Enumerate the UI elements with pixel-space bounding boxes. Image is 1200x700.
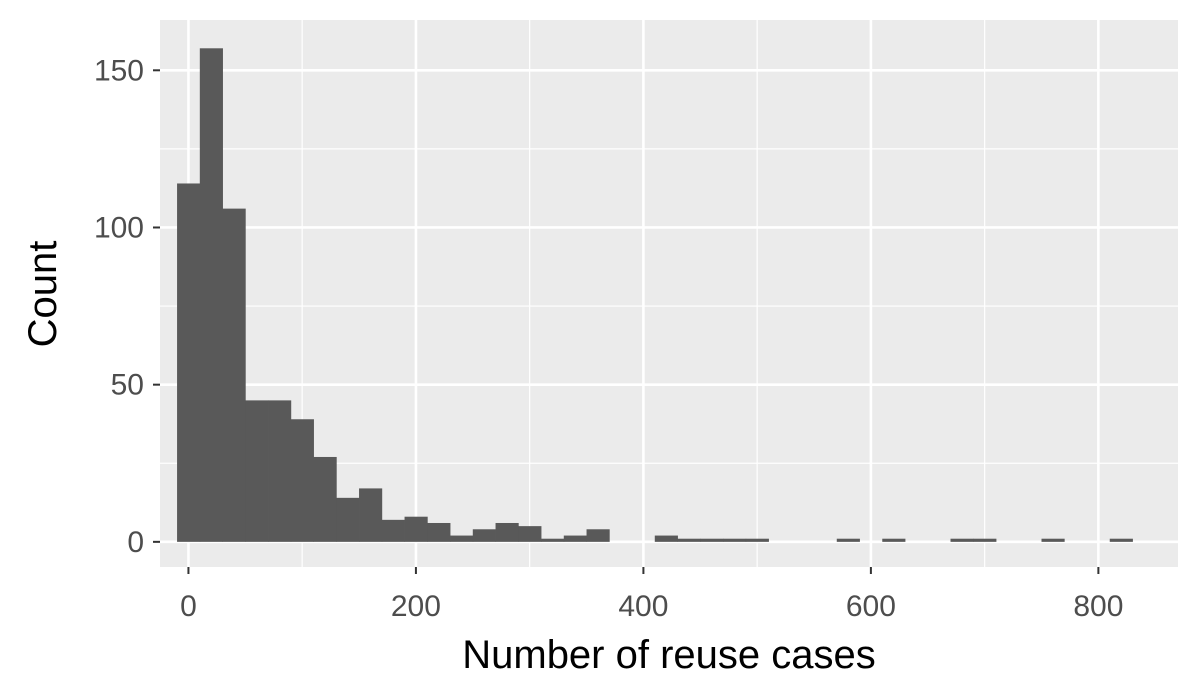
histogram-bar	[177, 183, 201, 542]
major-gridlines	[160, 20, 1178, 567]
histogram-bar	[381, 519, 405, 542]
minor-gridlines	[160, 20, 1178, 567]
histogram-bar	[1041, 538, 1065, 542]
y-tick-label: 0	[127, 526, 144, 559]
histogram-bar	[541, 538, 565, 542]
histogram-bar	[222, 208, 246, 542]
histogram-bar	[450, 535, 474, 542]
y-tick-label: 100	[94, 211, 144, 244]
histogram-bar	[245, 400, 269, 542]
x-tick-label: 400	[618, 590, 668, 623]
histogram-bar	[723, 538, 747, 542]
histogram-bar	[495, 522, 519, 542]
histogram-bar	[427, 522, 451, 542]
x-tick-label: 600	[846, 590, 896, 623]
histogram-bars	[177, 48, 1133, 542]
x-axis-title: Number of reuse cases	[462, 633, 876, 677]
histogram-bar	[882, 538, 906, 542]
histogram-bar	[268, 400, 292, 542]
y-tick-label: 50	[111, 369, 144, 402]
histogram-bar	[472, 529, 496, 542]
y-axis-ticks: 0 50 100 150	[94, 54, 160, 559]
histogram-bar	[518, 526, 542, 542]
y-axis-title: Count	[21, 241, 65, 348]
histogram-bar	[199, 48, 223, 542]
histogram-bar	[836, 538, 860, 542]
x-axis-ticks: 0 200 400 600 800	[180, 567, 1123, 623]
x-tick-label: 0	[180, 590, 197, 623]
histogram-bar	[563, 535, 587, 542]
histogram-bar	[654, 535, 678, 542]
histogram-bar	[950, 538, 974, 542]
histogram-bar	[700, 538, 724, 542]
histogram-bar	[677, 538, 701, 542]
histogram-bar	[336, 497, 360, 542]
histogram-bar	[404, 516, 428, 542]
histogram-bar	[313, 456, 337, 542]
x-tick-label: 800	[1073, 590, 1123, 623]
histogram-bar	[973, 538, 997, 542]
histogram-bar	[1109, 538, 1133, 542]
y-tick-label: 150	[94, 54, 144, 87]
histogram-bar	[359, 488, 383, 542]
histogram-bar	[586, 529, 610, 542]
histogram-bar	[745, 538, 769, 542]
x-tick-label: 200	[391, 590, 441, 623]
histogram-bar	[290, 419, 314, 542]
